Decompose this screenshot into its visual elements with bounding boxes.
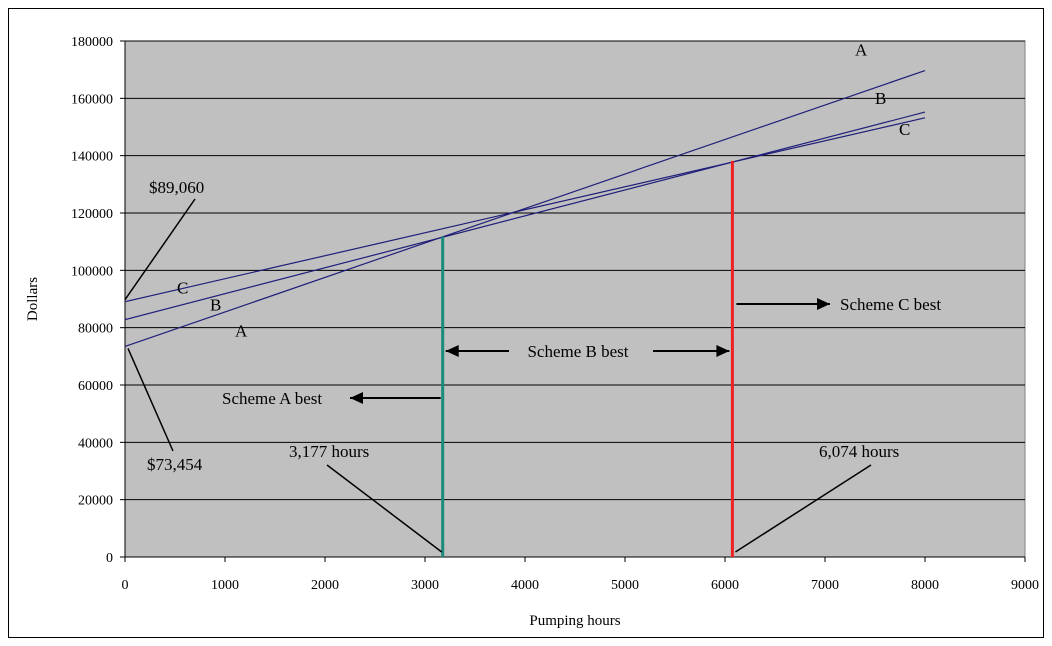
y-tick-label: 80000 (78, 322, 113, 337)
break-even-chart: 0200004000060000800001000001200001400001… (25, 35, 1039, 629)
y-tick-label: 160000 (71, 92, 113, 107)
annotations: $89,060 $73,454 3,177 hours 6,074 hours Sche… (124, 178, 941, 553)
x-tick-label: 1000 (211, 578, 239, 593)
series-line-b (124, 111, 926, 321)
y-tick-label: 120000 (71, 207, 113, 222)
series-label-end-b: B (875, 89, 886, 108)
y-tick-label: 140000 (71, 150, 113, 165)
x-tick-label: 9000 (1011, 578, 1039, 593)
plot-area (124, 40, 1026, 558)
series-line-c (124, 117, 926, 303)
scheme-a-label: Scheme A best (222, 389, 322, 408)
intercept-a-label: $73,454 (147, 455, 203, 474)
series-label-start-a: A (235, 321, 248, 340)
scheme-c-arrow-head (817, 298, 830, 310)
scheme-b-label: Scheme B best (527, 342, 628, 361)
breakeven-2-label: 6,074 hours (819, 442, 899, 461)
series-label-start-c: C (177, 278, 188, 297)
y-tick-label: 180000 (71, 35, 113, 50)
x-tick-label: 6000 (711, 578, 739, 593)
breakeven-2-leader (734, 464, 872, 553)
scheme-b-arrow-left-head (445, 345, 459, 357)
series-label-start-b: B (210, 295, 221, 314)
intercept-c-label: $89,060 (149, 178, 204, 197)
breakeven-1-leader (326, 464, 443, 553)
y-tick-label: 40000 (78, 436, 113, 451)
breakeven-lines (441, 160, 734, 557)
y-tick-label: 0 (106, 551, 113, 566)
chart-frame: 0 20000 40000 60000 80000 100000 120000 140000 1… (8, 8, 1044, 638)
y-tick-label: 20000 (78, 494, 113, 509)
intercept-a-leader (127, 348, 174, 452)
x-axis-ticks: 0 1000 2000 3000 4000 5000 6000 7000 8000 9000 (122, 557, 1039, 593)
y-tick-label: 100000 (71, 264, 113, 279)
breakeven-1-label: 3,177 hours (289, 442, 369, 461)
x-tick-label: 7000 (811, 578, 839, 593)
scheme-c-label: Scheme C best (840, 295, 941, 314)
x-tick-label: 2000 (311, 578, 339, 593)
intercept-c-leader (124, 198, 196, 301)
series-label-end-a: A (855, 41, 868, 60)
x-tick-label: 8000 (911, 578, 939, 593)
series-label-end-c: C (899, 120, 910, 139)
scheme-a-arrow-head (350, 392, 363, 404)
x-axis-label: Pumping hours (529, 613, 620, 629)
y-axis-label: Dollars (25, 277, 41, 321)
scheme-b-arrow-right-head (716, 345, 730, 357)
x-tick-label: 0 (122, 578, 129, 593)
y-tick-label: 60000 (78, 379, 113, 394)
y-axis-ticks: 0 20000 40000 60000 80000 100000 120000 140000 1… (71, 35, 125, 566)
x-tick-label: 4000 (511, 578, 539, 593)
x-tick-label: 5000 (611, 578, 639, 593)
x-tick-label: 3000 (411, 578, 439, 593)
series-line-a (124, 69, 926, 347)
